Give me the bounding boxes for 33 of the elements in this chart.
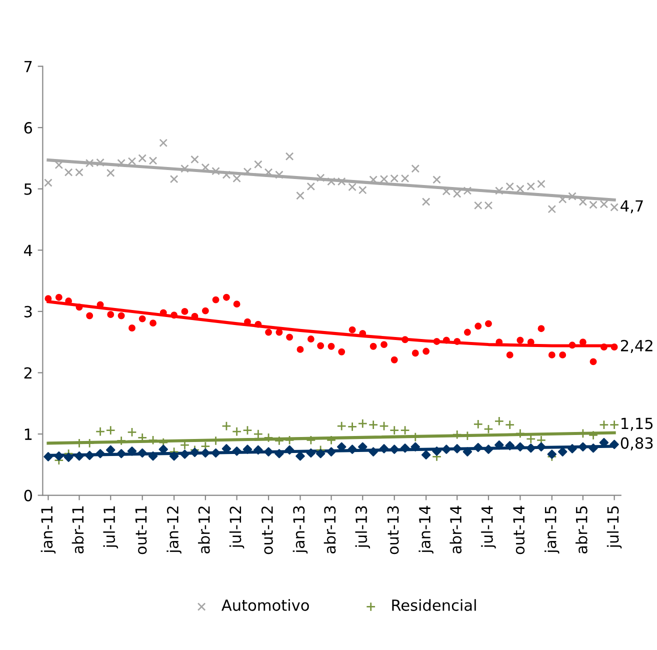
- data-label: 2,42: [620, 340, 652, 353]
- data-label: 1,15: [622, 418, 653, 431]
- x-tick-label: jul-12: [229, 506, 244, 548]
- x-tick-label: jul-14: [481, 506, 496, 548]
- x-tick-label: out-11: [135, 506, 147, 554]
- y-tick-label: 6: [24, 122, 32, 134]
- x-tick-label: jan-11: [40, 506, 56, 554]
- x-tick-label: abr-13: [324, 506, 336, 554]
- legend-label: Automotivo: [222, 599, 309, 611]
- x-tick-label: abr-15: [576, 506, 588, 554]
- data-label: 4,7: [620, 200, 643, 214]
- x-tick-label: jan-15: [544, 506, 560, 554]
- y-tick-label: 0: [24, 490, 32, 502]
- x-tick-label: abr-12: [198, 506, 210, 554]
- x-tick-label: jul-13: [355, 506, 370, 548]
- y-tick-label: 1: [24, 428, 32, 440]
- legend-label: Residencial: [392, 599, 476, 611]
- x-tick-label: jul-11: [103, 506, 118, 548]
- data-label: 0,83: [620, 437, 653, 450]
- y-tick-label: 4: [24, 244, 32, 256]
- x-tick-label: jul-15: [606, 506, 622, 548]
- x-tick-label: abr-11: [72, 506, 84, 554]
- y-tick-label: 3: [24, 306, 32, 318]
- x-tick-label: jan-13: [292, 506, 308, 554]
- x-tick-label: out-13: [387, 506, 399, 554]
- x-tick-label: jan-12: [166, 506, 182, 554]
- y-tick-label: 7: [24, 60, 32, 72]
- y-tick-label: 5: [24, 184, 32, 195]
- x-tick-label: out-14: [513, 506, 525, 554]
- x-tick-label: out-12: [261, 506, 273, 554]
- x-tick-label: jan-14: [418, 506, 434, 554]
- x-tick-label: abr-14: [450, 506, 462, 554]
- y-tick-label: 2: [24, 367, 32, 379]
